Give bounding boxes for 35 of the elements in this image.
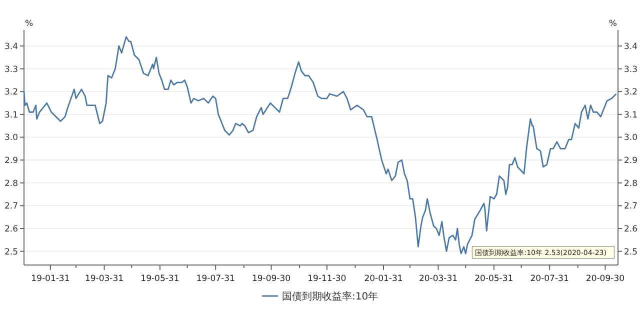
legend-label: 国债到期收益率:10年: [282, 290, 378, 302]
y-axis-title: %: [25, 19, 34, 29]
line-series: [23, 36, 617, 254]
y-tick-label: 2.6: [4, 224, 18, 234]
x-tick-label: 20-09-30: [586, 274, 625, 284]
y2-axis-title: %: [608, 19, 617, 29]
y-tick-label: 2.5: [4, 247, 18, 258]
y-tick-label: 3.4: [4, 42, 18, 52]
y2-tick-label: 3.0: [624, 133, 638, 144]
y-tick-label: 2.8: [4, 178, 18, 189]
x-tick-label: 19-01-31: [31, 274, 70, 284]
y-tick-label: 2.9: [4, 156, 18, 166]
x-tick-label: 19-09-30: [252, 274, 291, 284]
y2-tick-label: 2.6: [624, 224, 638, 234]
y2-tick-label: 2.7: [624, 202, 638, 212]
y-tick-label: 3.1: [4, 110, 18, 120]
x-tick-label: 19-07-31: [196, 274, 235, 284]
x-tick-label: 20-01-31: [364, 274, 403, 284]
y-tick-label: 3.3: [4, 64, 18, 75]
y2-tick-label: 2.9: [624, 156, 638, 166]
x-tick-label: 19-03-31: [85, 274, 124, 284]
x-tick-label: 20-05-31: [474, 274, 514, 284]
x-tick-label: 20-03-31: [418, 274, 458, 284]
x-tick-label: 19-05-31: [140, 274, 180, 284]
x-tick-label: 19-11-30: [308, 274, 346, 284]
y2-tick-label: 3.2: [624, 88, 638, 98]
y2-tick-label: 3.4: [624, 42, 638, 52]
y2-tick-label: 3.3: [624, 64, 638, 75]
y-tick-label: 3.2: [4, 88, 18, 98]
y2-tick-label: 2.8: [624, 178, 638, 189]
y2-tick-label: 3.1: [624, 110, 638, 120]
x-tick-label: 20-07-31: [530, 274, 569, 284]
y-tick-label: 2.7: [4, 202, 18, 212]
y2-tick-label: 2.5: [624, 247, 638, 258]
y-tick-label: 3.0: [4, 133, 18, 144]
